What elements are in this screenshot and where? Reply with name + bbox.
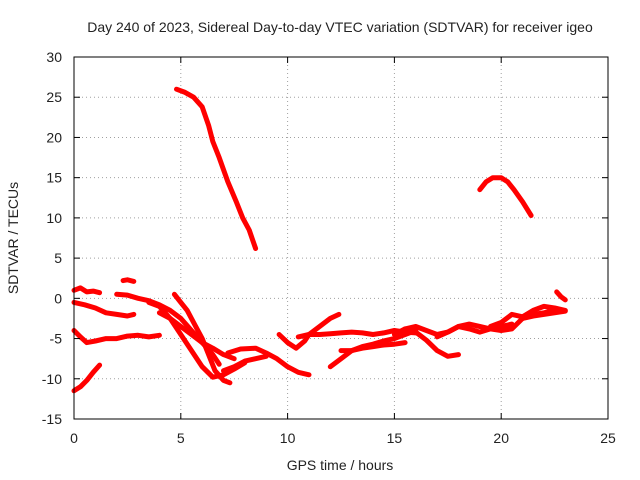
series-line-arc-11 xyxy=(171,291,233,386)
grid-lines xyxy=(74,57,608,419)
series-line-arc-1 xyxy=(174,86,259,251)
x-axis-label: GPS time / hours xyxy=(287,457,394,473)
series-line-arc-8 xyxy=(114,291,222,367)
x-tick-label: 0 xyxy=(70,430,78,446)
series-line-arc-6 xyxy=(71,328,162,346)
series-line-arc-21 xyxy=(488,303,568,329)
x-tick-label: 5 xyxy=(177,430,185,446)
y-tick-label: -10 xyxy=(42,371,62,387)
series-line-arc-13 xyxy=(221,353,269,374)
series-line-arc-3 xyxy=(71,285,103,296)
series-line-arc-22 xyxy=(520,308,568,321)
series-line-arc-4 xyxy=(71,299,137,319)
y-tick-label: 20 xyxy=(46,129,62,145)
series-group xyxy=(71,86,568,394)
x-tick-label: 15 xyxy=(387,430,403,446)
y-tick-label: 25 xyxy=(46,89,62,105)
y-tick-label: -15 xyxy=(42,411,62,427)
axis-ticks: 0 5 10 15 20 25 -15 -10 -5 0 5 10 15 20 25 30 xyxy=(42,49,616,446)
x-tick-label: 10 xyxy=(280,430,296,446)
series-line-arc-2 xyxy=(477,175,534,218)
series-line-arc-7 xyxy=(71,362,103,394)
x-tick-label: 25 xyxy=(600,430,616,446)
series-line-arc-9 xyxy=(146,299,248,380)
series-line-arc-12 xyxy=(225,345,312,378)
series-line-arc-14 xyxy=(276,311,342,351)
x-tick-label: 20 xyxy=(493,430,509,446)
y-tick-label: 0 xyxy=(54,290,62,306)
y-axis-label: SDTVAR / TECUs xyxy=(5,182,21,294)
series-line-arc-5 xyxy=(120,277,137,284)
y-tick-label: 10 xyxy=(46,210,62,226)
y-tick-label: 15 xyxy=(46,170,62,186)
y-tick-label: 5 xyxy=(54,250,62,266)
y-tick-label: -5 xyxy=(50,331,63,347)
series-line-arc-23 xyxy=(554,289,568,303)
series-line-arc-10 xyxy=(156,310,237,362)
y-tick-label: 30 xyxy=(46,49,62,65)
plot-frame xyxy=(73,56,609,420)
series-line-arc-17 xyxy=(338,340,408,354)
chart-title: Day 240 of 2023, Sidereal Day-to-day VTE… xyxy=(87,19,593,35)
